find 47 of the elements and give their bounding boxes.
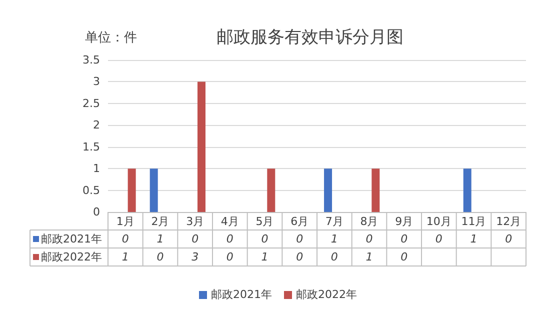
x-tick-label: 2月 [151,215,170,228]
x-tick-label: 4月 [220,215,239,228]
data-label: 1 [470,232,478,246]
y-tick-label: 0 [93,206,100,218]
data-label: 0 [226,250,234,264]
x-tick-label: 5月 [256,215,274,228]
text: 邮政2022年 [296,288,357,301]
data-label: 0 [435,232,442,246]
x-tick-label: 7月 [325,215,344,228]
data-label: 1 [261,250,268,264]
y-tick-label: 3 [93,75,100,88]
x-tick-label: 3月 [186,215,204,228]
x-tick-label: 9月 [395,215,414,228]
data-label: 3 [192,250,199,264]
data-label: 0 [156,250,164,264]
x-tick-label: 10月 [426,215,452,228]
data-label: 0 [296,232,304,246]
data-label: 0 [261,232,268,246]
data-label: 0 [296,250,304,264]
y-tick-label: 1.5 [82,140,100,154]
data-label: 1 [366,250,373,264]
x-tick-label: 6月 [290,215,309,228]
chart-title: 邮政服务有效申诉分月图 [216,28,404,48]
y-tick-label: 2.5 [82,96,100,110]
data-label: 0 [505,232,512,246]
data-label: 1 [330,232,338,246]
y-tick-label: 3.5 [82,54,100,66]
x-tick-label: 12月 [496,215,522,228]
legend-label: 邮政2021年 [41,232,102,246]
x-tick-label: 11月 [461,215,486,228]
data-label: 1 [156,232,164,246]
legend-label: 邮政2022年 [41,250,102,264]
data-label: 1 [122,250,129,264]
y-tick-label: 2 [93,118,100,132]
data-label: 0 [226,232,234,246]
data-label: 0 [400,232,408,246]
x-tick-label: 8月 [360,215,378,228]
y-tick-label: 1 [93,162,100,176]
text: 单位：件 [85,30,137,46]
x-tick-label: 1月 [116,215,134,228]
y-tick-label: 0.5 [82,184,100,197]
data-label: 0 [366,232,373,246]
data-label: 0 [192,232,199,246]
data-label: 0 [122,232,129,246]
data-label: 0 [400,250,408,264]
data-label: 0 [330,250,338,264]
text: 邮政2021年 [211,288,272,301]
